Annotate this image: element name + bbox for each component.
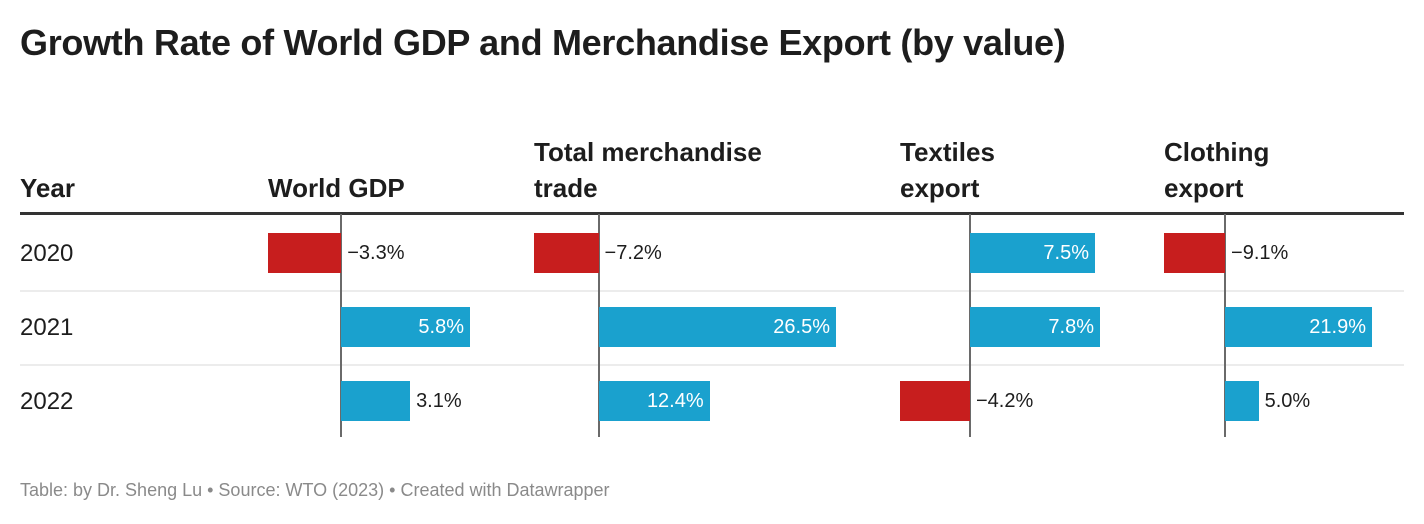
value-label: 7.8%	[1048, 316, 1094, 338]
year-cell: 2021	[20, 314, 74, 341]
value-label: 26.5%	[773, 316, 830, 338]
positive-bar	[1225, 381, 1259, 421]
row-divider	[20, 364, 1404, 366]
negative-bar	[268, 233, 342, 273]
positive-bar	[341, 381, 411, 421]
positive-bar	[970, 307, 1100, 347]
footer-credits: Table: by Dr. Sheng Lu • Source: WTO (20…	[20, 480, 610, 500]
value-label: 7.5%	[1043, 242, 1089, 264]
chart-title: Growth Rate of World GDP and Merchandise…	[20, 22, 1066, 63]
positive-bar	[598, 307, 836, 347]
year-cell: 2022	[20, 388, 74, 415]
header-divider	[20, 212, 1404, 215]
negative-bar	[1164, 233, 1226, 273]
value-label: 5.8%	[418, 316, 464, 338]
value-label: −3.3%	[347, 242, 405, 264]
value-label: −4.2%	[976, 390, 1034, 412]
positive-bar	[1225, 307, 1372, 347]
header-year: Year	[20, 173, 75, 203]
value-label: 21.9%	[1309, 316, 1366, 338]
year-cell: 2020	[20, 240, 74, 267]
negative-bar	[900, 381, 970, 421]
value-label: 12.4%	[646, 390, 704, 412]
header-total-merchandise: Total merchandise trade	[534, 137, 762, 203]
positive-bar	[341, 307, 470, 347]
value-label: −9.1%	[1231, 242, 1289, 264]
header-textiles: Textiles export	[900, 137, 995, 203]
positive-bar	[970, 233, 1095, 273]
positive-bar	[598, 381, 710, 421]
value-label: 3.1%	[416, 390, 462, 412]
value-label: 5.0%	[1264, 390, 1311, 412]
row-divider	[20, 290, 1404, 292]
header-world-gdp: World GDP	[268, 173, 405, 203]
negative-bar	[534, 233, 599, 273]
header-clothing: Clothing export	[1164, 137, 1270, 203]
value-label: −7.2%	[604, 242, 662, 264]
